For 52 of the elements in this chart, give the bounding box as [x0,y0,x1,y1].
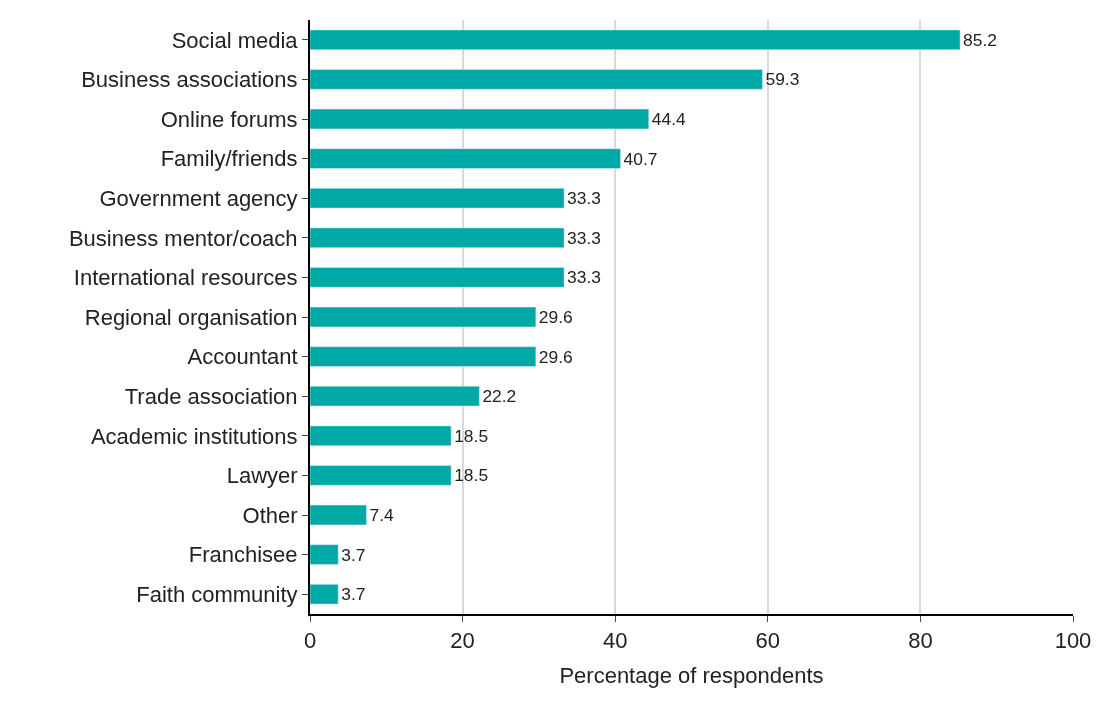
data-label: 40.7 [623,148,658,169]
data-label: 33.3 [567,227,601,248]
data-label: 18.5 [454,465,489,486]
data-label: 85.2 [963,29,997,50]
x-tick-label: 40 [602,628,628,654]
bar [310,346,537,367]
x-tick-label: 0 [303,628,317,654]
bar [310,227,565,248]
bar [310,108,650,130]
data-label: 29.6 [538,346,573,367]
y-tick-label: Business associations [81,67,298,93]
y-tick-label: Lawyer [226,463,298,489]
x-tick-label: 80 [908,628,933,654]
bar [310,29,961,50]
y-tick-label: Regional organisation [84,304,298,330]
data-label: 3.7 [341,584,366,605]
data-label: 18.5 [454,425,489,446]
y-tick-label: Franchisee [188,542,298,568]
bar [310,465,452,486]
y-tick-label: Family/friends [160,146,298,172]
y-tick-label: Trade association [124,383,298,409]
bar [310,306,537,328]
x-tick-label: 100 [1054,628,1092,654]
bar [310,425,452,446]
data-label: 3.7 [341,544,366,565]
y-tick-label: Government agency [99,185,298,211]
bar [310,69,763,90]
y-tick-label: Academic institutions [90,423,298,449]
bar [310,267,565,288]
data-label: 44.4 [651,108,686,129]
bar [310,504,367,526]
y-tick-label: International resources [73,265,298,291]
bar [310,188,565,209]
data-label: 7.4 [369,504,394,525]
y-tick-label: Other [242,502,298,528]
data-label: 22.2 [482,386,517,407]
y-tick-label: Accountant [187,344,298,370]
bar [310,584,339,605]
data-label: 59.3 [765,69,800,90]
y-tick-label: Online forums [160,106,298,132]
y-tick-label: Social media [171,27,299,53]
data-label: 33.3 [567,188,601,209]
bar [310,386,480,407]
bar [310,544,339,565]
y-tick-label: Faith community [136,581,298,607]
x-tick-label: 20 [450,628,475,654]
x-tick-label: 60 [755,628,781,654]
data-label: 33.3 [567,267,601,288]
bar [310,148,621,169]
y-tick-label: Business mentor/coach [68,225,298,251]
x-axis-title: Percentage of respondents [559,662,824,688]
data-label: 29.6 [538,306,573,327]
